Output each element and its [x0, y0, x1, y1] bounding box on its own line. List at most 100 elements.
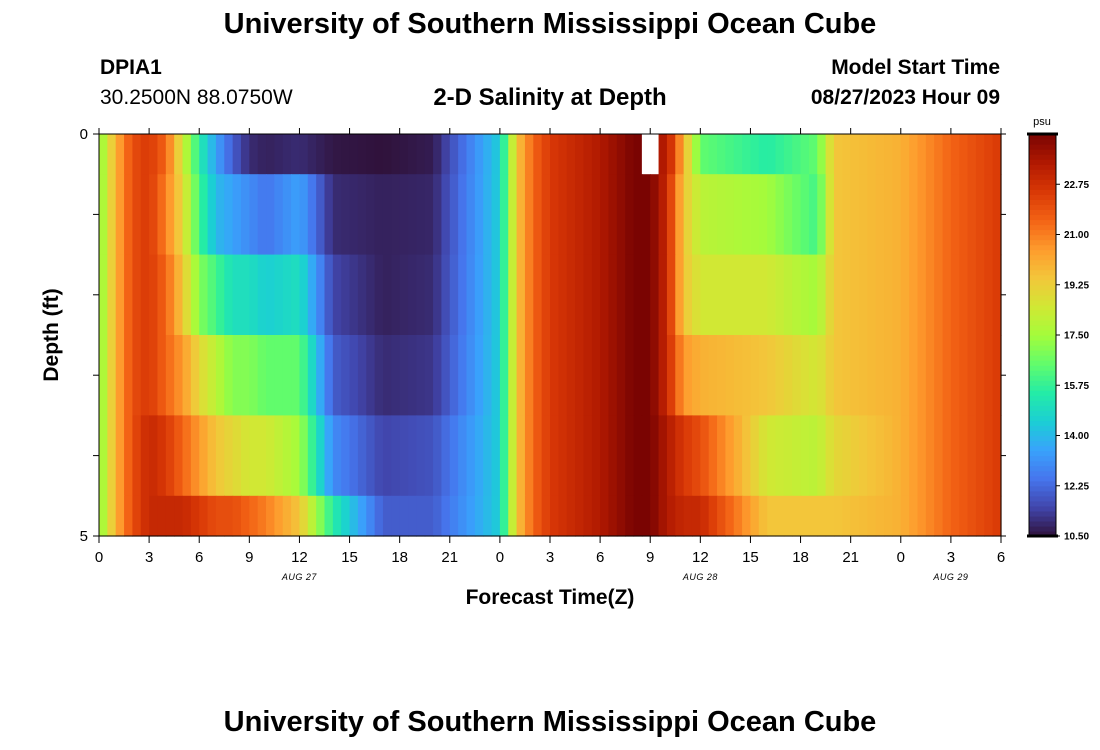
date-label: AUG 27	[281, 572, 318, 582]
colorbar-segment	[1029, 380, 1056, 386]
heatmap-cell	[257, 134, 267, 175]
heatmap-cell	[850, 495, 860, 537]
colorbar-segment	[1029, 219, 1056, 226]
heatmap-cell	[299, 415, 309, 497]
heatmap-cell	[725, 174, 735, 256]
heatmap-cell	[742, 134, 752, 175]
colorbar-segment	[1029, 204, 1056, 210]
heatmap-cell	[466, 174, 476, 256]
colorbar-segment	[1029, 400, 1056, 406]
heatmap-cell	[291, 415, 301, 497]
heatmap-cell	[875, 335, 885, 416]
heatmap-cell	[408, 495, 417, 537]
heatmap-cell	[975, 495, 985, 537]
heatmap-cell	[274, 174, 284, 256]
heatmap-cell	[207, 254, 217, 336]
heatmap-cell	[650, 174, 660, 256]
heatmap-cell	[182, 335, 192, 416]
heatmap-cell	[224, 254, 234, 336]
x-tick-label: 18	[792, 549, 809, 566]
chart-subtitle: 2-D Salinity at Depth	[433, 84, 667, 111]
heatmap-cell	[316, 495, 326, 537]
heatmap-cell	[658, 134, 668, 175]
x-tick-label: 9	[646, 549, 654, 566]
heatmap-cell	[424, 335, 434, 416]
heatmap-cell	[558, 415, 568, 497]
heatmap-cell	[391, 495, 401, 537]
heatmap-cell	[266, 254, 275, 336]
heatmap-cell	[558, 495, 568, 537]
heatmap-cell	[909, 174, 919, 256]
heatmap-cell	[533, 495, 543, 537]
heatmap-cell	[424, 415, 434, 497]
heatmap-cell	[399, 335, 409, 416]
heatmap-cell	[842, 254, 852, 336]
colorbar-segment	[1029, 525, 1056, 532]
heatmap-cell	[575, 174, 585, 256]
heatmap-cell	[299, 134, 309, 175]
colorbar-segment	[1029, 365, 1056, 371]
heatmap-cell	[608, 415, 618, 497]
heatmap-cell	[99, 174, 108, 256]
heatmap-cell	[240, 174, 250, 256]
heatmap-cell	[99, 335, 108, 416]
heatmap-cell	[825, 335, 835, 416]
heatmap-cell	[616, 335, 626, 416]
heatmap-cell	[516, 495, 526, 537]
heatmap-cell	[675, 174, 685, 256]
heatmap-cell	[107, 495, 117, 537]
heatmap-cell	[758, 134, 768, 175]
heatmap-cell	[666, 415, 676, 497]
heatmap-cell	[299, 495, 309, 537]
heatmap-cell	[107, 134, 117, 175]
heatmap-cell	[875, 254, 885, 336]
heatmap-cell	[424, 495, 434, 537]
heatmap-cell	[550, 174, 559, 256]
heatmap-cell	[332, 415, 342, 497]
heatmap-cell	[374, 335, 384, 416]
heatmap-cell	[859, 335, 868, 416]
colorbar-tick-label: 10.50	[1064, 532, 1089, 543]
heatmap-cell	[591, 335, 601, 416]
heatmap-cell	[691, 495, 701, 537]
colorbar-segment	[1029, 355, 1056, 361]
heatmap-cell	[934, 495, 944, 537]
heatmap-cell	[842, 134, 852, 175]
heatmap-cell	[934, 335, 944, 416]
heatmap-cell	[917, 415, 927, 497]
heatmap-cell	[808, 495, 818, 537]
heatmap-cell	[249, 415, 259, 497]
heatmap-cell	[792, 495, 802, 537]
heatmap-cell	[541, 495, 551, 537]
heatmap-cell	[257, 174, 267, 256]
heatmap-cell	[608, 495, 618, 537]
heatmap-cell	[967, 254, 977, 336]
colorbar-segment	[1029, 209, 1056, 216]
heatmap-cell	[575, 134, 585, 175]
heatmap-cell	[942, 335, 952, 416]
heatmap-cell	[441, 254, 451, 336]
heatmap-cell	[157, 495, 167, 537]
heatmap-cell	[892, 174, 902, 256]
x-tick-label: 6	[195, 549, 203, 566]
colorbar-segment	[1029, 239, 1056, 246]
heatmap-cell	[616, 134, 626, 175]
heatmap-cell	[633, 174, 643, 256]
footer-title: University of Southern Mississippi Ocean…	[223, 706, 877, 738]
colorbar-title: psu	[1033, 116, 1051, 128]
heatmap-cell	[867, 174, 877, 256]
colorbar-segment	[1029, 500, 1056, 507]
heatmap-cell	[124, 335, 134, 416]
heatmap-cell	[190, 134, 200, 175]
heatmap-cell	[817, 134, 827, 175]
heatmap-cell	[408, 335, 417, 416]
colorbar-segment	[1029, 149, 1056, 155]
heatmap-cell	[224, 335, 234, 416]
heatmap-cell	[691, 415, 701, 497]
heatmap-cell	[608, 174, 618, 256]
heatmap-cell	[199, 254, 209, 336]
heatmap-cell	[291, 254, 301, 336]
heatmap-cell	[700, 415, 710, 497]
heatmap-cell	[232, 254, 242, 336]
heatmap-cell	[199, 415, 209, 497]
